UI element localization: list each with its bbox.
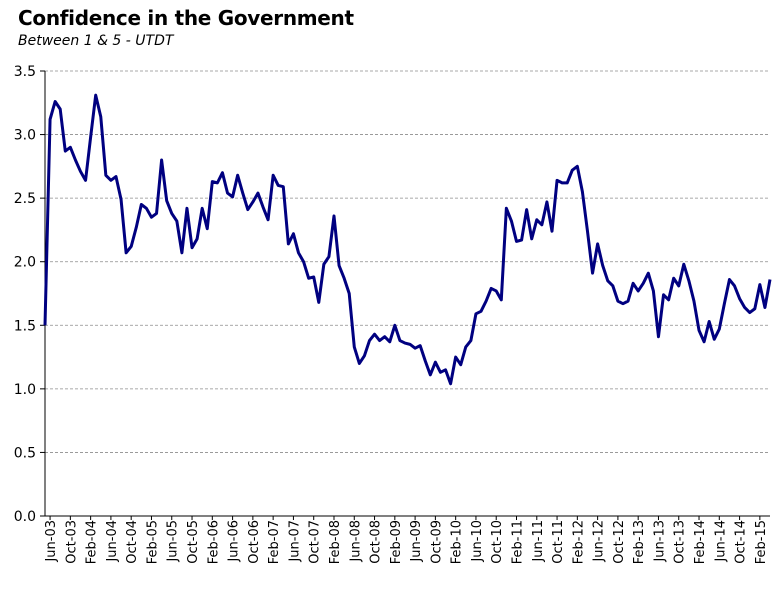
axes [44,71,770,517]
x-tick-label: Jun-06 [227,520,242,563]
x-tick-label: Oct-06 [247,520,262,564]
y-axis-ticks: 0.0 0.5 1.0 1.5 2.0 2.5 3.0 3.5 [14,64,45,525]
y-tick-label: 0.0 [14,509,36,525]
gridlines [45,70,770,453]
series-group [43,93,772,386]
x-tick-label: Feb-13 [632,520,647,564]
x-tick-label: Oct-08 [369,520,384,564]
x-tick-label: Jun-07 [287,520,302,563]
x-tick-label: Oct-13 [673,520,688,564]
x-tick-label: Jun-14 [713,520,728,563]
x-tick-label: Feb-11 [511,520,526,564]
x-tick-label: Oct-03 [64,520,79,564]
x-tick-label: Feb-09 [389,520,404,564]
y-tick-label: 3.0 [14,128,36,144]
x-tick-label: Jun-13 [652,520,667,563]
x-tick-label: Feb-04 [85,520,100,564]
y-tick-label: 0.5 [14,445,36,461]
y-tick-label: 3.5 [14,64,36,80]
x-tick-label: Feb-12 [571,520,586,564]
y-tick-label: 2.5 [14,191,36,207]
x-tick-label: Feb-15 [754,520,769,564]
x-tick-label: Oct-14 [734,520,749,564]
x-tick-label: Oct-07 [308,520,323,564]
x-tick-label: Oct-12 [612,520,627,564]
x-tick-label: Jun-05 [166,520,181,563]
chart-title: Confidence in the Government [18,6,354,30]
x-tick-label: Feb-05 [145,520,160,564]
chart-subtitle: Between 1 & 5 - UTDT [18,33,174,49]
x-tick-label: Jun-12 [592,520,607,563]
x-tick-label: Jun-04 [105,520,120,563]
x-tick-label: Oct-09 [429,520,444,564]
x-tick-label: Feb-14 [693,520,708,564]
y-tick-label: 1.0 [14,382,36,398]
y-tick-label: 1.5 [14,318,36,334]
x-tick-label: Jun-11 [531,520,546,563]
series-line [43,93,772,386]
x-tick-label: Oct-10 [490,520,505,564]
x-tick-label: Jun-03 [44,520,59,563]
x-tick-label: Oct-05 [186,520,201,564]
x-tick-label: Feb-06 [206,520,221,564]
y-tick-label: 2.0 [14,255,36,271]
x-tick-label: Jun-10 [470,520,485,563]
x-tick-label: Feb-08 [328,520,343,564]
x-tick-label: Jun-09 [409,520,424,563]
x-tick-label: Oct-11 [551,520,566,564]
x-tick-label: Feb-07 [267,520,282,564]
x-tick-label: Jun-08 [348,520,363,563]
x-tick-label: Feb-10 [450,520,465,564]
x-axis-ticks: Jun-03 Oct-03 Feb-04 Jun-04 Oct-04 Feb-05 Jun-… [44,516,769,564]
x-tick-label: Oct-04 [125,520,140,564]
